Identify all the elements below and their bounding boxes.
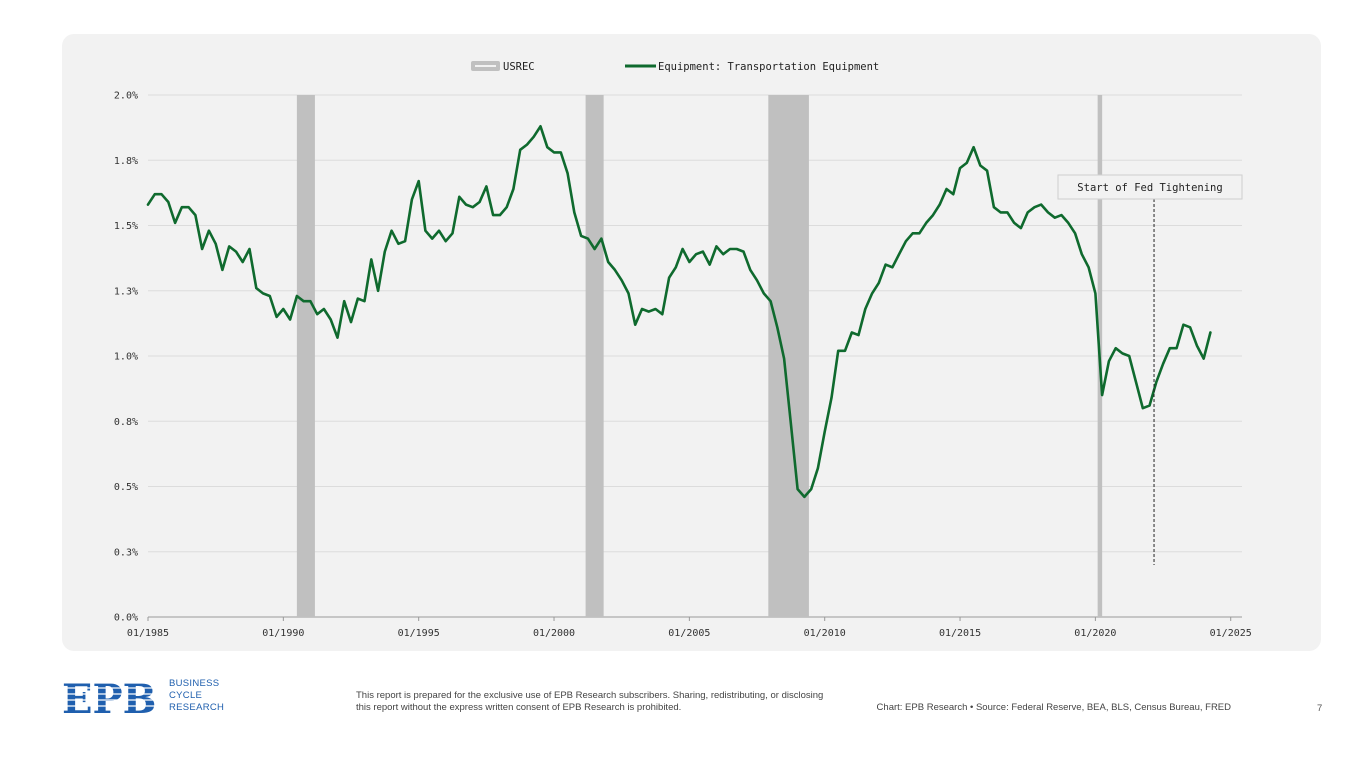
logo-sub-line: BUSINESS: [169, 678, 220, 689]
x-tick-label: 01/1985: [127, 628, 169, 639]
logo-subtitle: BUSINESS CYCLE RESEARCH: [169, 678, 224, 714]
logo-sub-line: RESEARCH: [169, 702, 225, 713]
legend-label-series: Equipment: Transportation Equipment: [658, 61, 879, 73]
x-tick-label: 01/1990: [262, 628, 304, 639]
series-lines: [146, 125, 1212, 499]
axes: 0.0% 0.3% 0.5% 0.8% 1.0% 1.3% 1.5% 1.8% 2.0% 01/1…: [114, 91, 1252, 640]
disclaimer-text: This report is prepared for the exclusiv…: [356, 690, 824, 713]
x-tick-label: 01/2005: [668, 628, 710, 639]
y-tick-label: 1.5%: [114, 221, 138, 232]
x-tick-label: 01/2000: [533, 628, 575, 639]
legend: USREC Equipment: Transportation Equipment: [471, 61, 879, 73]
grid-lines: [148, 94, 1242, 618]
recession-bands: [296, 95, 1103, 617]
y-tick-label: 0.0%: [114, 613, 138, 624]
x-tick-label: 01/2015: [939, 628, 981, 639]
y-tick-label: 2.0%: [114, 91, 138, 102]
recession-band: [768, 95, 809, 617]
epb-logo: EPB: [62, 678, 162, 716]
page-number: 7: [1317, 703, 1323, 714]
y-tick-label: 0.3%: [114, 547, 138, 558]
x-tick-label: 01/1995: [398, 628, 440, 639]
logo-text: EPB: [62, 678, 156, 716]
y-tick-label: 1.0%: [114, 352, 138, 363]
source-text: Chart: EPB Research • Source: Federal Re…: [876, 702, 1231, 713]
y-tick-label: 1.8%: [114, 156, 138, 167]
y-tick-label: 1.3%: [114, 286, 138, 297]
y-tick-label: 0.5%: [114, 482, 138, 493]
legend-label-usrec: USREC: [503, 61, 535, 73]
x-tick-label: 01/2010: [804, 628, 846, 639]
recession-band: [296, 95, 315, 617]
logo-sub-line: CYCLE: [169, 690, 203, 701]
recession-band: [585, 95, 604, 617]
x-tick-label: 01/2025: [1210, 628, 1252, 639]
annotation-label: Start of Fed Tightening: [1077, 182, 1222, 194]
chart-panel: [62, 34, 1321, 651]
y-tick-label: 0.8%: [114, 417, 138, 428]
series-line: [146, 125, 1212, 499]
annotations: Start of Fed Tightening: [1057, 174, 1243, 565]
annotation-box: [1057, 174, 1243, 200]
x-tick-label: 01/2020: [1074, 628, 1116, 639]
